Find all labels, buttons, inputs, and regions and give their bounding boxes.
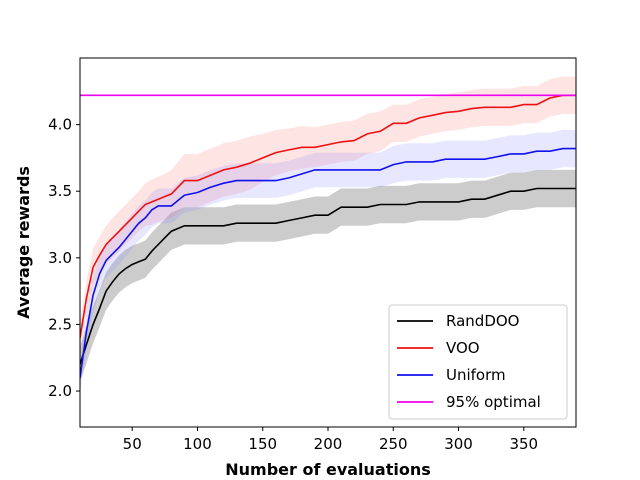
x-tick-label: 150 <box>248 435 277 453</box>
x-tick-label: 50 <box>123 435 142 453</box>
x-tick-label: 200 <box>314 435 343 453</box>
legend-label: Uniform <box>446 366 506 384</box>
x-tick-label: 350 <box>509 435 538 453</box>
y-axis-title: Average rewards <box>14 166 33 319</box>
y-axis-ticks: 2.0 2.5 3.0 3.5 4.0 <box>48 116 80 400</box>
x-axis-ticks: 50 100 150 200 250 300 350 <box>123 427 538 453</box>
series-line-voo <box>80 94 576 338</box>
series-lines <box>80 94 576 378</box>
series-line-randdoo <box>80 187 576 365</box>
legend-label: 95% optimal <box>446 393 541 411</box>
x-tick-label: 250 <box>379 435 408 453</box>
band-uniform <box>80 129 576 394</box>
legend-label: VOO <box>446 339 480 357</box>
x-tick-label: 300 <box>444 435 473 453</box>
y-tick-label: 3.0 <box>48 249 72 267</box>
band-randdoo <box>80 169 576 382</box>
y-tick-label: 2.0 <box>48 382 72 400</box>
y-tick-label: 3.5 <box>48 182 72 200</box>
y-tick-label: 2.5 <box>48 315 72 333</box>
series-line-uniform <box>80 147 576 378</box>
y-tick-label: 4.0 <box>48 116 72 134</box>
legend-label: RandDOO <box>446 312 519 330</box>
legend-box <box>388 304 568 420</box>
x-axis-title: Number of evaluations <box>225 460 431 479</box>
legend: RandDOO VOO Uniform 95% optimal <box>388 304 568 420</box>
x-tick-label: 100 <box>183 435 212 453</box>
